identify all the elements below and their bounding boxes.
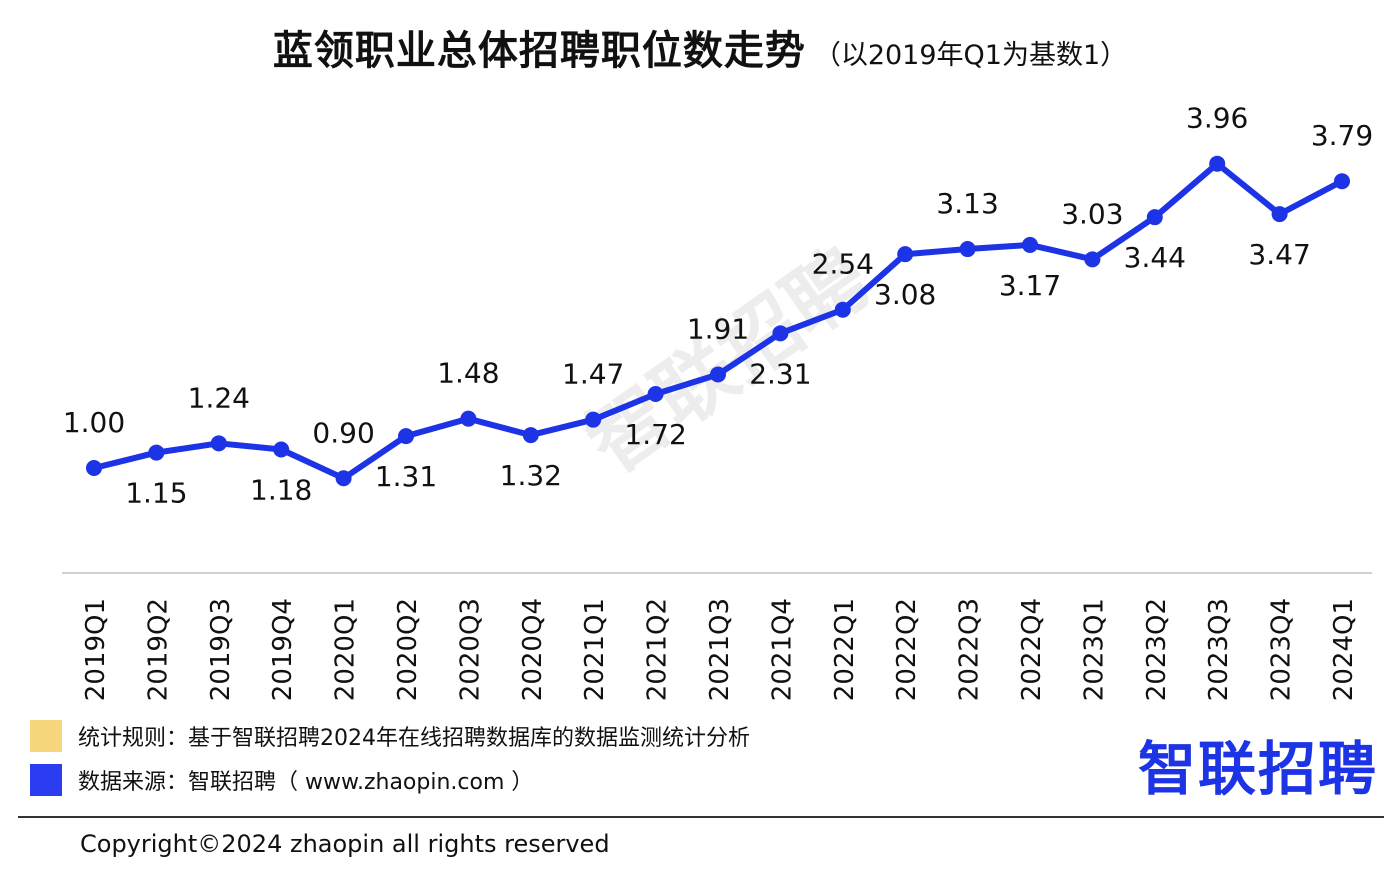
rule-note: 统计规则：基于智联招聘2024年在线招聘数据库的数据监测统计分析 bbox=[30, 720, 750, 752]
data-point-2020Q3 bbox=[460, 410, 477, 427]
data-point-2022Q2 bbox=[897, 246, 914, 263]
data-label-2020Q4: 1.32 bbox=[500, 459, 562, 492]
source-note: 数据来源：智联招聘（ www.zhaopin.com ） bbox=[30, 764, 533, 796]
data-point-2023Q2 bbox=[1146, 209, 1163, 226]
footer-divider bbox=[18, 816, 1384, 818]
data-label-2019Q2: 1.15 bbox=[125, 477, 187, 510]
data-point-2023Q4 bbox=[1271, 206, 1288, 223]
data-label-2022Q4: 3.17 bbox=[999, 269, 1061, 302]
data-label-2019Q1: 1.00 bbox=[63, 406, 125, 439]
data-label-2021Q4: 2.31 bbox=[749, 357, 811, 390]
zhaopin-logo: 智联招聘 bbox=[1137, 735, 1378, 803]
x-tick-label-2022Q1: 2022Q1 bbox=[830, 598, 860, 701]
data-point-2021Q1 bbox=[585, 411, 602, 428]
x-tick-label-2022Q3: 2022Q3 bbox=[955, 598, 985, 701]
line-chart: 1.00 1.15 1.24 1.180.901.31 1.48 1.32 1.471.72… bbox=[62, 102, 1373, 701]
x-tick-label-2021Q2: 2021Q2 bbox=[643, 598, 673, 701]
x-tick-label-2019Q3: 2019Q3 bbox=[206, 598, 236, 701]
data-point-2024Q1 bbox=[1334, 173, 1350, 190]
chart-title: 蓝领职业总体招聘职位数走势 （以2019年Q1为基数1） bbox=[0, 18, 1400, 76]
x-tick-label-2022Q4: 2022Q4 bbox=[1017, 598, 1047, 701]
data-point-2021Q2 bbox=[647, 385, 664, 402]
data-label-2022Q2: 3.08 bbox=[874, 278, 936, 311]
x-tick-label-2023Q2: 2023Q2 bbox=[1142, 598, 1172, 701]
x-tick-label-2023Q1: 2023Q1 bbox=[1079, 598, 1109, 701]
x-tick-label-2019Q4: 2019Q4 bbox=[268, 598, 298, 701]
data-label-2024Q1: 3.79 bbox=[1311, 119, 1373, 152]
rule-swatch bbox=[30, 720, 62, 752]
x-tick-label-2021Q4: 2021Q4 bbox=[767, 598, 797, 701]
data-point-2019Q1 bbox=[86, 460, 102, 476]
data-label-2023Q1: 3.03 bbox=[1061, 197, 1123, 230]
data-label-2019Q3: 1.24 bbox=[188, 381, 250, 414]
data-point-2023Q3 bbox=[1209, 155, 1226, 172]
x-tick-label-2020Q4: 2020Q4 bbox=[518, 598, 548, 701]
x-tick-label-2021Q3: 2021Q3 bbox=[705, 598, 735, 701]
data-label-2019Q4: 1.18 bbox=[250, 473, 312, 506]
series-layer bbox=[86, 155, 1350, 487]
x-tick-label-2019Q2: 2019Q2 bbox=[143, 598, 173, 701]
chart-subtitle: （以2019年Q1为基数1） bbox=[813, 40, 1128, 71]
data-point-2019Q4 bbox=[273, 441, 290, 458]
x-tick-label-2019Q1: 2019Q1 bbox=[81, 598, 111, 701]
data-point-2022Q4 bbox=[1022, 236, 1038, 253]
data-point-2023Q1 bbox=[1084, 251, 1101, 268]
data-label-2020Q1: 0.90 bbox=[312, 416, 374, 449]
x-tick-label-2020Q3: 2020Q3 bbox=[455, 598, 485, 701]
data-point-2022Q3 bbox=[959, 241, 976, 258]
data-label-2023Q3: 3.96 bbox=[1186, 102, 1248, 135]
source-note-text: 数据来源：智联招聘（ www.zhaopin.com ） bbox=[78, 770, 534, 795]
data-label-2022Q1: 2.54 bbox=[812, 248, 874, 281]
x-tick-label-2020Q1: 2020Q1 bbox=[331, 598, 361, 701]
data-point-2020Q2 bbox=[398, 428, 414, 445]
source-swatch bbox=[30, 764, 62, 796]
data-label-2021Q2: 1.72 bbox=[624, 418, 686, 451]
data-label-2023Q2: 3.44 bbox=[1124, 241, 1186, 274]
data-label-2023Q4: 3.47 bbox=[1248, 238, 1310, 271]
data-label-2020Q2: 1.31 bbox=[375, 460, 437, 493]
x-tick-label-2021Q1: 2021Q1 bbox=[580, 598, 610, 701]
data-point-2021Q4 bbox=[772, 325, 789, 342]
data-label-2021Q3: 1.91 bbox=[687, 312, 749, 345]
rule-note-text: 统计规则：基于智联招聘2024年在线招聘数据库的数据监测统计分析 bbox=[78, 726, 750, 751]
data-label-2021Q1: 1.47 bbox=[562, 358, 624, 391]
data-point-2020Q1 bbox=[335, 470, 352, 487]
data-point-2020Q4 bbox=[522, 427, 539, 444]
chart-title-main: 蓝领职业总体招聘职位数走势 bbox=[272, 28, 806, 74]
data-labels-layer: 1.00 1.15 1.24 1.180.901.31 1.48 1.32 1.471.72… bbox=[63, 102, 1373, 510]
x-tick-labels-layer: 2019Q1 2019Q2 2019Q3 2019Q4 2020Q1 2020Q2 2020… bbox=[81, 598, 1359, 701]
data-point-2022Q1 bbox=[834, 301, 851, 318]
x-tick-label-2023Q4: 2023Q4 bbox=[1267, 598, 1297, 701]
data-point-2019Q2 bbox=[148, 444, 165, 461]
data-point-2021Q3 bbox=[710, 366, 726, 383]
x-tick-label-2022Q2: 2022Q2 bbox=[892, 598, 922, 701]
x-tick-label-2024Q1: 2024Q1 bbox=[1329, 598, 1359, 701]
data-point-2019Q3 bbox=[210, 435, 227, 452]
data-label-2022Q3: 3.13 bbox=[936, 187, 998, 220]
x-tick-label-2023Q3: 2023Q3 bbox=[1204, 598, 1234, 701]
x-tick-label-2020Q2: 2020Q2 bbox=[393, 598, 423, 701]
data-label-2020Q3: 1.48 bbox=[437, 357, 499, 390]
copyright-text: Copyright©2024 zhaopin all rights reserv… bbox=[80, 830, 610, 858]
